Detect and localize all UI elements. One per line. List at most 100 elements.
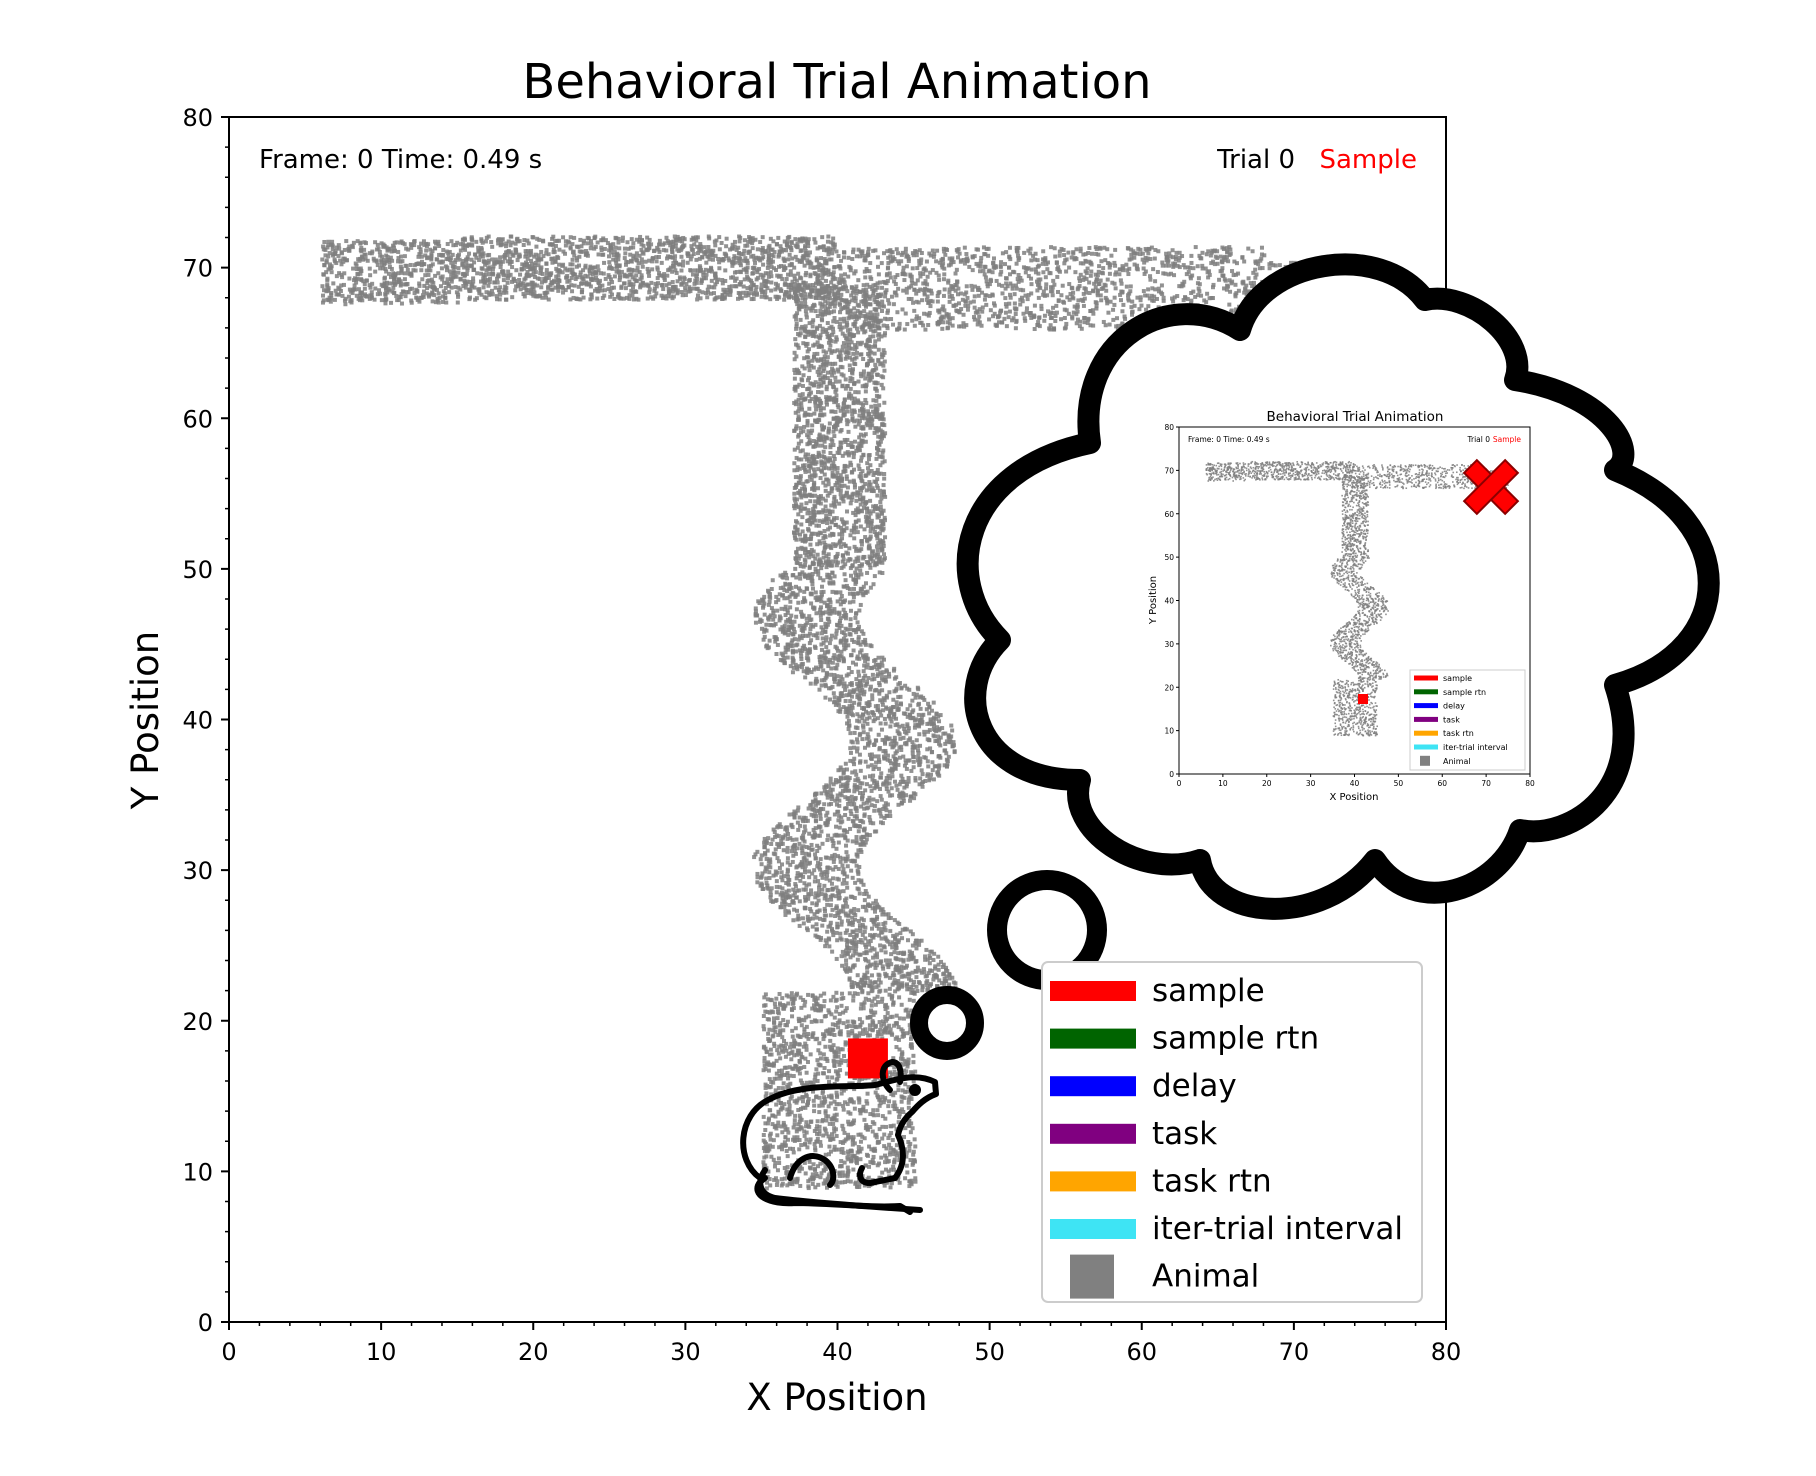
trajectory-point <box>786 285 791 290</box>
trajectory-point <box>1029 267 1034 272</box>
trajectory-point <box>820 362 825 367</box>
trajectory-point <box>833 379 838 384</box>
trajectory-point <box>518 287 523 292</box>
trajectory-point <box>860 384 865 389</box>
trajectory-point <box>839 258 844 263</box>
trajectory-point <box>560 284 565 289</box>
trajectory-point <box>498 292 503 297</box>
trajectory-point <box>767 1085 772 1090</box>
trajectory-point <box>634 237 639 242</box>
trajectory-point <box>843 687 848 692</box>
trajectory-point <box>961 321 966 326</box>
trajectory-point <box>893 1072 898 1077</box>
trajectory-point <box>848 608 853 613</box>
trajectory-point <box>972 317 977 322</box>
trajectory-point <box>903 1126 908 1131</box>
trajectory-point <box>844 850 849 855</box>
trajectory-point <box>800 1099 805 1104</box>
trajectory-point <box>1032 327 1037 332</box>
trajectory-point <box>392 245 397 250</box>
trajectory-point <box>818 1175 823 1180</box>
trajectory-point <box>506 273 511 278</box>
trajectory-point <box>870 999 875 1004</box>
trajectory-point <box>654 259 659 264</box>
trajectory-point <box>910 1126 915 1131</box>
trajectory-point <box>713 276 718 281</box>
trajectory-point <box>565 279 570 284</box>
trajectory-point <box>799 665 804 670</box>
trajectory-point <box>819 599 824 604</box>
trajectory-point <box>817 1103 822 1108</box>
trajectory-point <box>871 559 876 564</box>
trajectory-point <box>804 1080 809 1085</box>
trajectory-point <box>1164 251 1169 256</box>
trajectory-point <box>906 1100 911 1105</box>
trajectory-point <box>869 989 874 994</box>
trajectory-point <box>814 334 819 339</box>
trajectory-point <box>965 258 970 263</box>
trajectory-point <box>561 249 566 254</box>
trajectory-point <box>536 253 541 258</box>
trajectory-point <box>1086 251 1091 256</box>
trajectory-point <box>1010 286 1015 291</box>
trajectory-point <box>876 1095 881 1100</box>
trajectory-point <box>942 981 947 986</box>
trajectory-point <box>799 301 804 306</box>
trajectory-point <box>882 1183 887 1188</box>
trajectory-point <box>817 539 822 544</box>
trajectory-point <box>832 695 837 700</box>
trajectory-point <box>867 815 872 820</box>
trajectory-point <box>779 1177 784 1182</box>
trajectory-point <box>616 269 621 274</box>
trajectory-point <box>856 908 861 913</box>
trajectory-point <box>880 560 885 565</box>
trajectory-point <box>883 1116 888 1121</box>
trajectory-point <box>1203 266 1208 271</box>
trajectory-point <box>909 278 914 283</box>
trajectory-point <box>825 359 830 364</box>
trajectory-point <box>786 1051 791 1056</box>
trajectory-point <box>858 1139 863 1144</box>
trajectory-point <box>739 252 744 257</box>
trajectory-point <box>544 295 549 300</box>
trajectory-point <box>816 1071 821 1076</box>
trajectory-point <box>1220 273 1225 278</box>
trajectory-point <box>465 266 470 271</box>
trajectory-point <box>665 254 670 259</box>
trajectory-point <box>1204 252 1209 257</box>
trajectory-point <box>914 975 919 980</box>
trajectory-point <box>910 266 915 271</box>
trajectory-point <box>854 326 859 331</box>
trajectory-point <box>831 416 836 421</box>
trajectory-point <box>805 1145 810 1150</box>
trajectory-point <box>928 717 933 722</box>
trajectory-point <box>878 670 883 675</box>
trajectory-point <box>853 559 858 564</box>
trajectory-point <box>852 814 857 819</box>
trajectory-point <box>850 839 855 844</box>
trajectory-point <box>796 441 801 446</box>
trajectory-point <box>998 272 1003 277</box>
trajectory-point <box>828 791 833 796</box>
trajectory-point <box>495 238 500 243</box>
trajectory-point <box>709 285 714 290</box>
trajectory-point <box>849 312 854 317</box>
trajectory-point <box>914 692 919 697</box>
trajectory-point <box>1123 316 1128 321</box>
trajectory-point <box>887 690 892 695</box>
trajectory-point <box>962 245 967 250</box>
trajectory-point <box>854 573 859 578</box>
trajectory-point <box>946 278 951 283</box>
trajectory-point <box>639 257 644 262</box>
trajectory-point <box>830 660 835 665</box>
trajectory-point <box>841 1150 846 1155</box>
trajectory-point <box>1129 305 1134 310</box>
trajectory-point <box>824 1114 829 1119</box>
trajectory-point <box>845 721 850 726</box>
trajectory-point <box>792 357 797 362</box>
trajectory-point <box>1017 256 1022 261</box>
trajectory-point <box>811 554 816 559</box>
trajectory-point <box>837 532 842 537</box>
trajectory-point <box>914 299 919 304</box>
trajectory-point <box>788 272 793 277</box>
